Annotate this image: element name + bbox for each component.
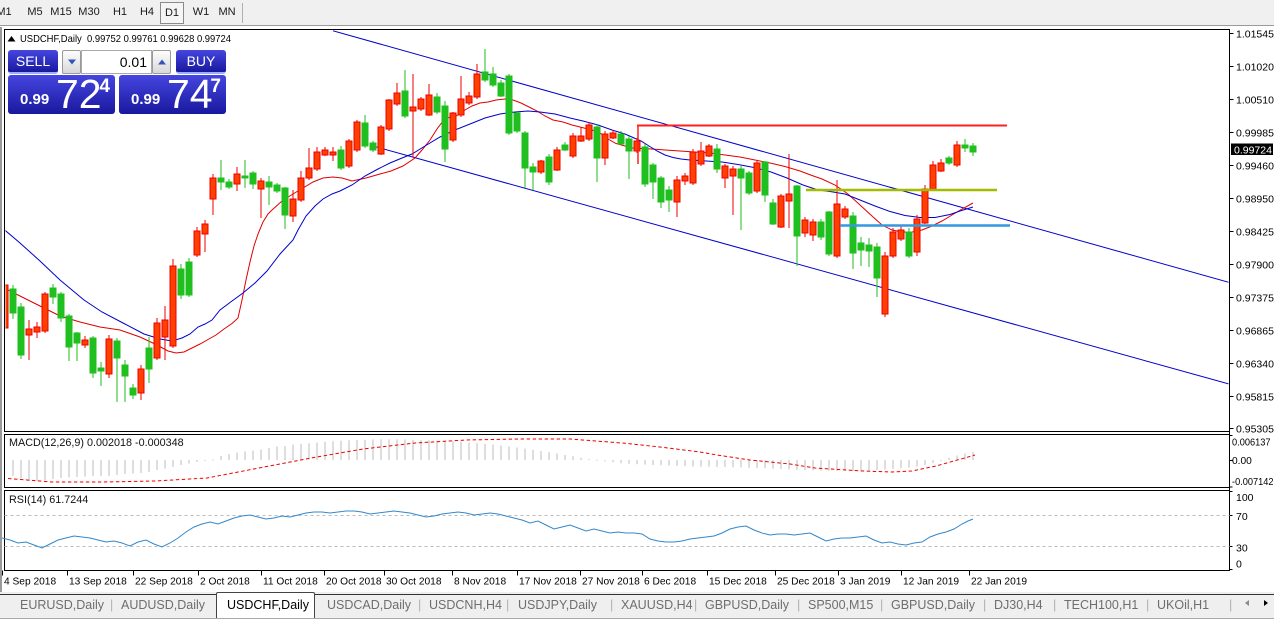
- svg-text:0.00: 0.00: [1232, 456, 1252, 467]
- svg-text:8 Nov 2018: 8 Nov 2018: [454, 577, 506, 588]
- svg-text:0.98425: 0.98425: [1236, 226, 1274, 238]
- svg-text:1.00510: 1.00510: [1236, 94, 1274, 106]
- svg-text:13 Sep 2018: 13 Sep 2018: [69, 577, 127, 588]
- svg-text:4 Sep 2018: 4 Sep 2018: [4, 577, 56, 588]
- svg-text:RSI(14) 61.7244: RSI(14) 61.7244: [9, 494, 88, 506]
- svg-text:0.99724: 0.99724: [1234, 144, 1272, 156]
- svg-text:17 Nov 2018: 17 Nov 2018: [519, 577, 577, 588]
- svg-text:0.006137: 0.006137: [1232, 438, 1271, 449]
- svg-text:0.96865: 0.96865: [1236, 325, 1274, 337]
- svg-text:100: 100: [1236, 492, 1254, 504]
- svg-text:30 Oct 2018: 30 Oct 2018: [386, 577, 442, 588]
- svg-text:-0.007142: -0.007142: [1232, 477, 1274, 488]
- svg-text:1.01545: 1.01545: [1236, 28, 1274, 40]
- svg-text:MACD(12,26,9) 0.002018 -0.0003: MACD(12,26,9) 0.002018 -0.000348: [9, 437, 184, 449]
- svg-text:1.01020: 1.01020: [1236, 61, 1274, 73]
- svg-text:0.99460: 0.99460: [1236, 160, 1274, 172]
- svg-text:0.95815: 0.95815: [1236, 391, 1274, 403]
- svg-text:3 Jan 2019: 3 Jan 2019: [840, 577, 891, 588]
- svg-text:22 Jan 2019: 22 Jan 2019: [971, 577, 1027, 588]
- svg-text:0.97900: 0.97900: [1236, 259, 1274, 271]
- svg-text:0.97375: 0.97375: [1236, 292, 1274, 304]
- svg-text:6 Dec 2018: 6 Dec 2018: [644, 577, 696, 588]
- svg-text:0: 0: [1236, 559, 1242, 571]
- svg-text:USDCHF,Daily 0.99752 0.99761: USDCHF,Daily 0.99752 0.99761 0.99628 0.9…: [20, 34, 231, 45]
- svg-text:15 Dec 2018: 15 Dec 2018: [709, 577, 767, 588]
- svg-text:12 Jan 2019: 12 Jan 2019: [903, 577, 959, 588]
- svg-text:0.98950: 0.98950: [1236, 193, 1274, 205]
- svg-text:0.99985: 0.99985: [1236, 127, 1274, 139]
- svg-text:0.96340: 0.96340: [1236, 358, 1274, 370]
- svg-text:70: 70: [1236, 511, 1248, 523]
- svg-text:22 Sep 2018: 22 Sep 2018: [135, 577, 193, 588]
- svg-text:2 Oct 2018: 2 Oct 2018: [200, 577, 250, 588]
- svg-text:11 Oct 2018: 11 Oct 2018: [263, 577, 318, 588]
- svg-text:30: 30: [1236, 543, 1248, 555]
- svg-text:27 Nov 2018: 27 Nov 2018: [582, 577, 640, 588]
- svg-text:25 Dec 2018: 25 Dec 2018: [777, 577, 835, 588]
- svg-text:0.95305: 0.95305: [1236, 423, 1274, 435]
- svg-text:20 Oct 2018: 20 Oct 2018: [326, 577, 382, 588]
